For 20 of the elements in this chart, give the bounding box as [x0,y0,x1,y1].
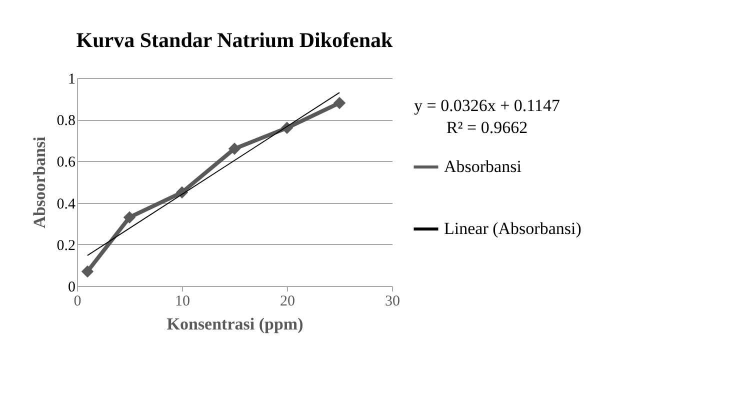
text: R² = 0.9662 [446,118,528,137]
point [333,96,346,110]
legend-label: Absorbansi [444,157,522,176]
y-tick-label: 0.8 [56,113,76,130]
x-axis-title: Konsentrasi (ppm) [166,314,304,334]
point [228,142,241,155]
chart-title: Kurva Standar Natrium Dikofenak [76,28,394,52]
y-tick-label: 0.2 [56,238,76,254]
y-tick-label: 0 [68,280,76,296]
text: y = 0.0326x + 0.1147 [414,96,561,115]
y-tick-label: 0.4 [56,196,76,212]
y-tick-label: 1 [68,72,76,88]
x-tick-label: 20 [280,294,295,310]
x-tick-label: 30 [385,294,400,310]
point [81,265,94,278]
x-tick-label: 10 [175,294,190,310]
point [123,211,136,224]
y-tick-label: 0.6 [56,154,76,171]
legend-label: Linear (Absorbansi) [444,219,582,238]
y-axis-title: Absoorbansi [30,136,49,228]
